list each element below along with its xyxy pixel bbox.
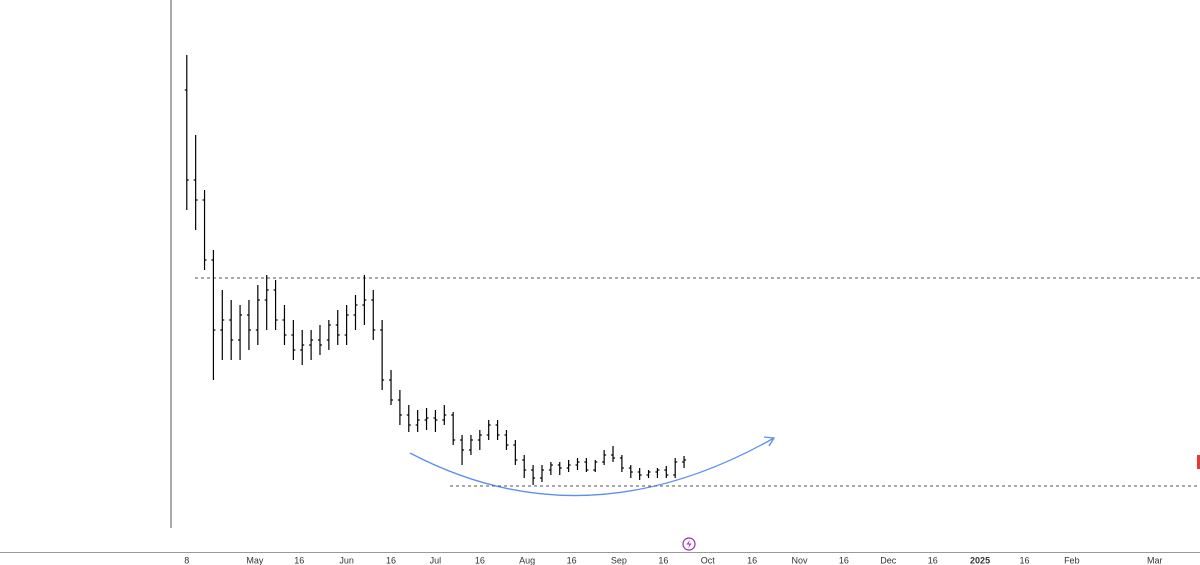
x-tick-label: Sep — [611, 555, 627, 565]
x-tick-label: Dec — [880, 555, 897, 565]
x-tick-label: 16 — [475, 555, 485, 565]
x-tick-label: Feb — [1064, 555, 1080, 565]
x-tick-label: Aug — [519, 555, 535, 565]
x-tick-label: 2025 — [970, 555, 990, 565]
x-tick-label: Oct — [701, 555, 716, 565]
event-icon[interactable] — [682, 537, 696, 551]
trend-curve — [409, 437, 775, 497]
x-tick-label: Mar — [1147, 555, 1163, 565]
x-tick-label: 8 — [184, 555, 189, 565]
x-tick-label: 16 — [928, 555, 938, 565]
event-icon-bolt — [686, 539, 692, 549]
x-tick-label: 16 — [567, 555, 577, 565]
x-tick-label: 16 — [658, 555, 668, 565]
x-tick-label: 16 — [839, 555, 849, 565]
x-tick-label: Nov — [791, 555, 808, 565]
x-tick-label: May — [246, 555, 264, 565]
x-tick-label: 16 — [294, 555, 304, 565]
x-tick-label: Jun — [339, 555, 354, 565]
x-tick-label: Jul — [430, 555, 442, 565]
price-marker — [1197, 455, 1200, 469]
x-tick-label: 16 — [747, 555, 757, 565]
x-tick-label: 16 — [386, 555, 396, 565]
x-tick-label: 16 — [1019, 555, 1029, 565]
trend-arrowhead — [763, 436, 776, 447]
